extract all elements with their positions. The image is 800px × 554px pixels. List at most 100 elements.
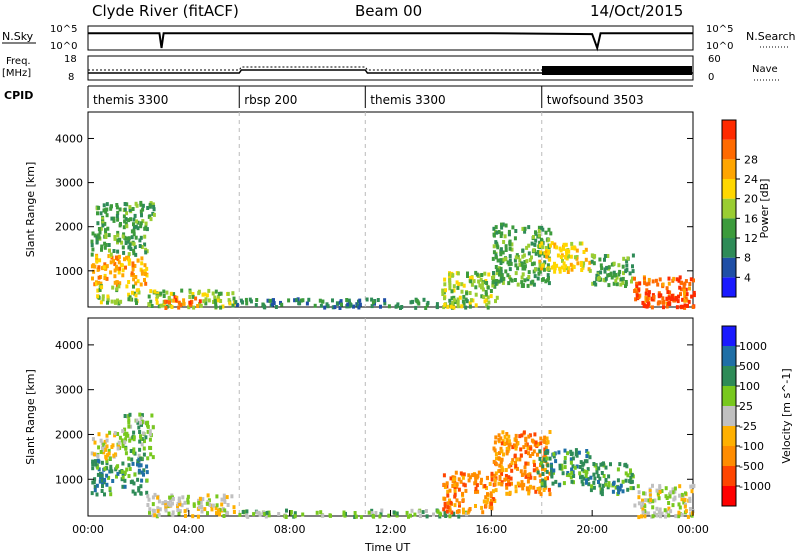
data-cell — [127, 245, 131, 250]
data-cell — [665, 496, 669, 500]
data-cell — [671, 490, 675, 495]
data-cell — [503, 434, 507, 439]
data-cell — [669, 297, 673, 302]
colorbar-swatch — [722, 257, 736, 278]
data-cell — [626, 487, 630, 492]
data-cell — [132, 217, 136, 222]
data-cell — [500, 449, 504, 454]
data-cell — [683, 305, 687, 310]
data-cell — [682, 500, 686, 505]
data-cell — [199, 500, 203, 505]
data-cell — [494, 462, 498, 467]
data-cell — [547, 249, 551, 254]
data-cell — [624, 282, 628, 287]
data-cell — [346, 302, 350, 307]
data-cell — [514, 271, 518, 276]
data-cell — [646, 511, 650, 516]
data-cell — [597, 480, 600, 484]
data-cell — [635, 290, 639, 295]
data-cell — [547, 487, 551, 492]
data-cell — [571, 456, 575, 461]
data-cell — [536, 442, 540, 447]
data-cell — [462, 472, 466, 477]
data-cell — [95, 483, 99, 488]
data-cell — [151, 513, 155, 518]
data-cell — [531, 452, 535, 456]
data-cell — [153, 289, 157, 294]
data-cell — [637, 295, 641, 299]
data-cell — [618, 462, 622, 467]
data-cell — [198, 302, 201, 306]
data-cell — [545, 456, 549, 461]
data-cell — [119, 262, 123, 267]
data-cell — [617, 272, 621, 277]
data-cell — [130, 229, 134, 234]
data-cell — [500, 457, 504, 462]
data-cell — [641, 507, 645, 512]
data-cell — [533, 442, 537, 447]
data-cell — [451, 300, 455, 305]
data-cell — [560, 463, 564, 468]
data-cell — [138, 430, 142, 434]
data-cell — [142, 472, 145, 477]
data-cell — [586, 477, 590, 482]
data-cell — [524, 438, 528, 443]
data-cell — [514, 489, 518, 494]
data-cell — [499, 258, 503, 263]
data-cell — [539, 250, 543, 255]
data-cell — [108, 469, 112, 474]
data-cell — [624, 462, 628, 467]
data-cell — [506, 260, 510, 265]
data-cell — [494, 435, 498, 440]
data-cell — [323, 305, 327, 310]
data-cell — [616, 467, 620, 472]
data-cell — [125, 284, 129, 289]
data-cell — [552, 470, 555, 475]
data-cell — [461, 491, 464, 496]
data-cell — [293, 514, 297, 519]
data-cell — [114, 255, 118, 260]
data-cell — [607, 483, 611, 488]
data-cell — [151, 495, 155, 500]
data-cell — [199, 303, 203, 308]
data-cell — [494, 452, 498, 456]
data-cell — [132, 248, 136, 253]
ytick-label: 2000 — [55, 221, 83, 234]
data-cell — [590, 259, 594, 264]
data-cell — [96, 267, 100, 272]
data-cell — [145, 266, 149, 271]
data-cell — [534, 238, 538, 243]
data-cell — [677, 514, 681, 519]
data-cell — [459, 479, 463, 484]
data-cell — [504, 474, 508, 478]
data-cell — [572, 474, 576, 478]
data-cell — [629, 468, 632, 473]
data-cell — [521, 254, 525, 259]
data-cell — [367, 510, 371, 515]
data-cell — [103, 478, 107, 482]
data-cell — [474, 285, 478, 290]
data-cell — [532, 459, 536, 464]
data-cell — [689, 277, 693, 282]
data-cell — [532, 282, 536, 287]
y-axis-label: Slant Range [km] — [24, 369, 37, 465]
data-cell — [583, 459, 587, 464]
data-cell — [558, 466, 562, 471]
data-cell — [163, 500, 167, 504]
data-cell — [483, 271, 487, 276]
data-cell — [90, 252, 94, 257]
data-cell — [460, 282, 464, 287]
data-cell — [566, 270, 570, 274]
data-cell — [102, 442, 106, 447]
data-cell — [178, 509, 182, 514]
data-cell — [121, 444, 125, 449]
data-cell — [101, 297, 105, 302]
data-cell — [141, 203, 145, 208]
data-cell — [136, 477, 140, 482]
data-cell — [100, 285, 104, 290]
data-cell — [123, 431, 127, 436]
data-cell — [633, 276, 636, 281]
data-cell — [504, 248, 508, 252]
data-cell — [142, 452, 146, 457]
data-cell — [615, 282, 619, 287]
